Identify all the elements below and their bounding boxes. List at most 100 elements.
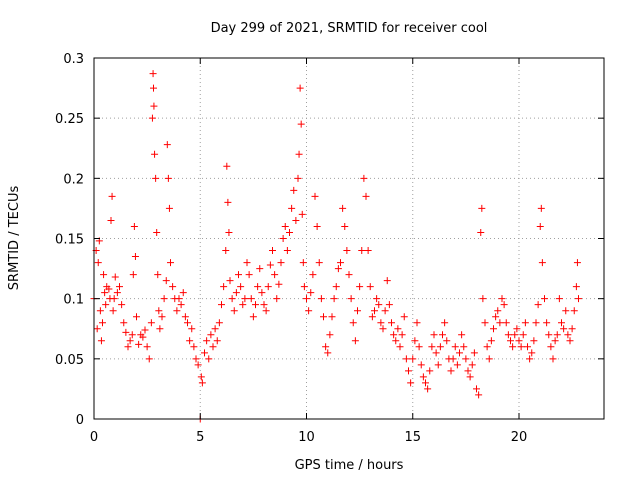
data-point [273, 295, 281, 303]
data-point [209, 343, 217, 351]
data-point [356, 283, 364, 291]
data-point [328, 313, 336, 321]
data-point [271, 271, 279, 279]
data-point [245, 271, 253, 279]
data-point [443, 337, 451, 345]
data-point [564, 331, 572, 339]
data-point [473, 385, 480, 393]
data-point [402, 355, 410, 363]
y-tick-label: 0.05 [55, 353, 84, 368]
data-point [475, 391, 483, 399]
data-point [466, 373, 474, 381]
data-point [398, 331, 406, 339]
data-point [139, 333, 147, 341]
data-point [239, 301, 247, 309]
data-point [315, 259, 323, 267]
data-point [129, 271, 137, 279]
data-point [573, 259, 581, 267]
data-point [145, 355, 153, 363]
data-point [411, 337, 419, 345]
data-point [135, 340, 143, 348]
data-point [154, 271, 162, 279]
y-axis-label: SRMTID / TECUs [7, 186, 22, 291]
data-point [141, 326, 149, 334]
data-point [494, 307, 502, 315]
data-point [436, 343, 444, 351]
data-point [108, 192, 116, 200]
data-point [555, 295, 563, 303]
data-point [524, 343, 531, 351]
data-point [151, 150, 159, 158]
data-point [197, 373, 205, 381]
data-point [330, 295, 338, 303]
data-point [150, 102, 158, 110]
data-point [215, 319, 223, 327]
data-point [379, 325, 387, 333]
data-point [541, 295, 548, 303]
data-point [102, 301, 110, 309]
grid-lines [94, 58, 604, 419]
data-point [152, 174, 160, 182]
data-point [290, 186, 298, 194]
data-point [160, 295, 168, 303]
y-tick-label: 0.3 [63, 52, 84, 67]
data-point [226, 277, 234, 285]
data-point [190, 343, 198, 351]
data-point [358, 247, 366, 255]
data-point [162, 277, 170, 285]
data-point [366, 283, 374, 291]
data-point [292, 216, 300, 224]
data-point [275, 280, 283, 288]
data-point [490, 325, 497, 333]
data-point [252, 301, 259, 309]
data-point [534, 301, 542, 309]
axes: 0 0.05 0.1 0.15 0.2 0.25 0.3 0 5 10 15 20 [55, 52, 604, 445]
data-points [90, 70, 582, 423]
data-point [113, 289, 121, 297]
data-point [460, 343, 468, 351]
data-point [502, 319, 510, 327]
x-tick-label: 10 [298, 430, 315, 445]
data-point [422, 379, 429, 387]
data-point [249, 313, 257, 321]
data-point [538, 259, 546, 267]
data-point [521, 319, 529, 327]
chart-title: Day 299 of 2021, SRMTID for receiver coo… [211, 21, 488, 36]
y-tick-label: 0.1 [63, 293, 84, 308]
data-point [483, 343, 491, 351]
data-point [107, 216, 115, 224]
data-point [128, 331, 136, 339]
data-point [339, 204, 347, 212]
data-point [424, 385, 432, 393]
data-point [149, 70, 157, 78]
data-point [572, 283, 580, 291]
data-point [549, 355, 557, 363]
data-point [400, 313, 408, 321]
data-point [371, 307, 378, 315]
data-point [130, 222, 138, 230]
data-point [507, 337, 514, 345]
data-point [517, 343, 525, 351]
data-point [334, 265, 342, 273]
data-point [492, 313, 500, 321]
data-point [349, 319, 357, 327]
data-point [447, 367, 455, 375]
data-point [184, 319, 191, 327]
data-point [205, 355, 213, 363]
data-point [111, 273, 119, 281]
data-point [120, 319, 128, 327]
data-point [381, 307, 389, 315]
data-point [558, 319, 565, 327]
data-point [143, 343, 151, 351]
data-point [235, 271, 242, 279]
data-point [451, 343, 459, 351]
data-point [192, 355, 200, 363]
data-point [220, 283, 228, 291]
data-point [528, 349, 536, 357]
data-point [434, 361, 442, 369]
data-point [283, 247, 291, 255]
data-point [186, 337, 194, 345]
data-point [317, 295, 325, 303]
data-point [188, 325, 196, 333]
